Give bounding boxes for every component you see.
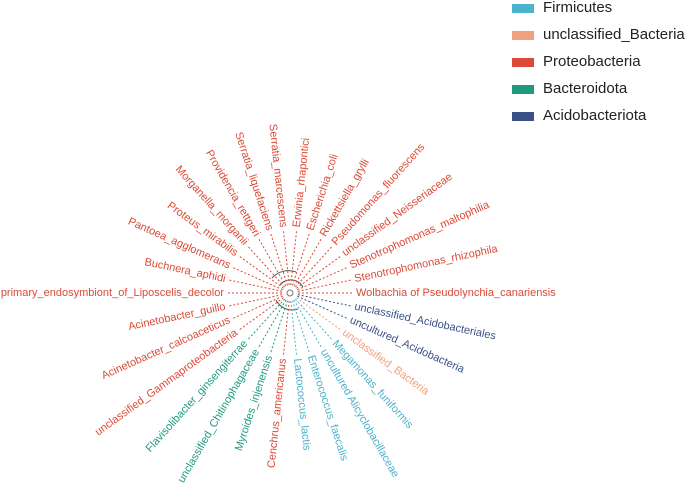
branch [258,299,287,347]
branch [297,295,347,319]
legend-swatch [512,58,534,67]
leaf-label: primary_endosymbiont_of_Liposcelis_decol… [1,287,225,299]
branch [229,294,283,307]
legend-label: Firmicutes [543,0,612,16]
branch [248,246,286,288]
root [286,289,294,297]
branch [294,246,332,288]
legend-label: Proteobacteria [543,53,641,70]
branch [270,300,289,353]
branch [239,256,284,289]
branch [290,231,297,286]
branch [290,300,297,355]
branch [294,298,332,340]
legend-swatch [512,85,534,94]
branch [233,295,283,319]
leaf-label: Lactococcus_lactis [291,358,313,452]
branch [291,300,310,353]
legend-label: Bacteroidota [543,80,628,97]
branch [297,294,351,307]
branch [229,279,283,292]
branch [283,300,290,355]
legend-swatch [512,31,534,40]
branch [296,256,341,289]
branch [233,267,283,291]
branch [293,239,322,287]
branch [296,297,341,330]
branch [291,233,310,286]
branch [297,279,351,292]
legend-label: unclassified_Bacteria [543,26,685,43]
legend-label: Acidobacteriota [543,107,647,124]
branch [270,233,289,286]
branch [248,298,286,340]
branch [239,297,284,330]
legend-swatch [512,4,534,13]
leaf-label: Wolbachia of Pseudolynchia_canariensis [356,287,556,299]
branch [258,239,287,287]
legend-swatch [512,112,534,121]
branch [283,231,290,286]
branch [297,267,347,291]
branch [293,299,322,347]
